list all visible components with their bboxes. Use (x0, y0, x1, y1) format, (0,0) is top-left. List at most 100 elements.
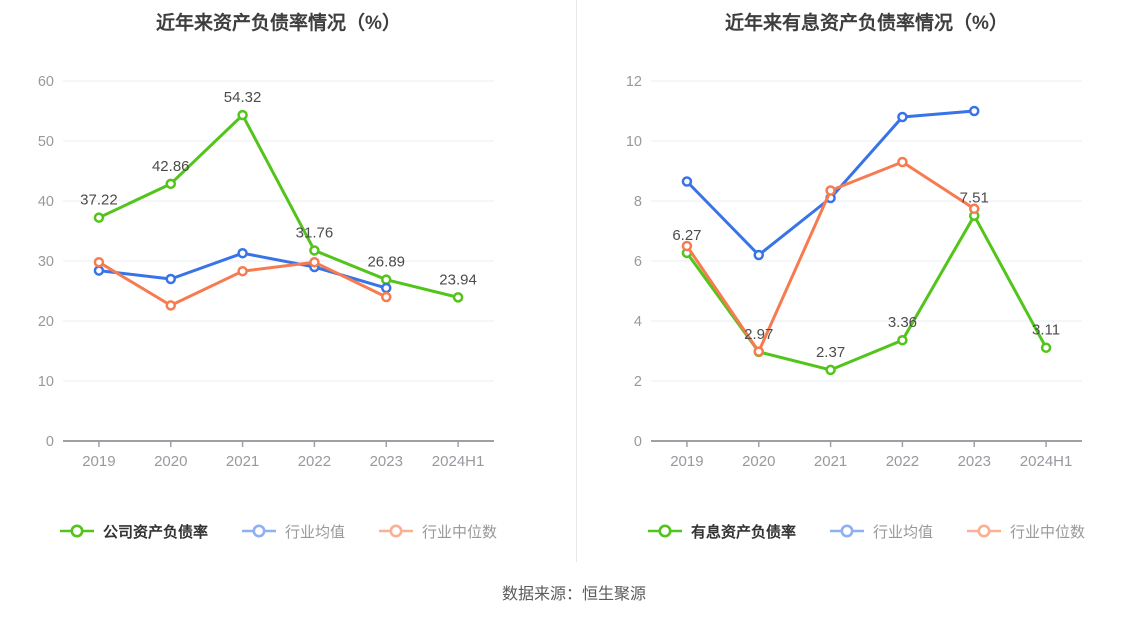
legend-right: 有息资产负债率 行业均值 行业中位数 (647, 516, 1085, 546)
data-point-marker (237, 109, 248, 121)
series-line-green (685, 214, 1048, 372)
chart-title-right: 近年来有息资产负债率情况（%） (725, 13, 1008, 34)
data-point-marker (825, 185, 836, 196)
y-tick-label: 8 (634, 194, 642, 210)
x-tick-label: 2024H1 (1020, 453, 1073, 470)
line-chart-right: 0 2 4 6 8 10 12 2019 2020 2021 2022 2023 2024H1 6.27 2… (626, 74, 1082, 470)
legend-label: 公司资产负债率 (102, 523, 208, 541)
x-tick-label: 2022 (298, 453, 331, 470)
legend-label: 有息资产负债率 (690, 523, 796, 541)
data-point-marker (165, 273, 176, 285)
y-tick-label: 10 (626, 134, 642, 150)
data-value-label: 2.37 (816, 344, 845, 361)
data-point-marker (753, 346, 764, 357)
data-value-label: 3.36 (888, 314, 917, 331)
legend-marker-icon (967, 524, 1002, 538)
legend-item-orange[interactable]: 行业中位数 (379, 521, 497, 542)
data-point-marker (825, 364, 836, 376)
data-point-marker (93, 265, 105, 276)
data-point-marker (93, 212, 105, 223)
series-line-blue (685, 109, 975, 257)
y-tick-label: 6 (634, 254, 642, 270)
data-value-label: 26.89 (367, 254, 405, 271)
data-value-label: 7.51 (960, 190, 989, 207)
line-chart-left: 0 10 20 30 40 50 60 2019 2020 2021 2022 2023 2024H1 3… (38, 74, 494, 470)
x-tick-label: 2021 (226, 453, 259, 470)
x-tick-label: 2023 (370, 453, 403, 470)
legend-marker-circle (252, 524, 266, 538)
legend-marker-icon (59, 524, 94, 538)
legend-marker-circle (840, 524, 854, 538)
data-point-marker (753, 249, 764, 261)
data-point-marker (681, 176, 693, 187)
data-point-marker (1040, 342, 1052, 353)
data-value-label: 6.27 (672, 227, 701, 244)
y-tick-label: 60 (38, 74, 54, 90)
y-tick-label: 2 (634, 374, 642, 390)
legend-left: 公司资产负债率 行业均值 行业中位数 (59, 516, 497, 546)
x-tick-label: 2019 (82, 453, 115, 470)
legend-label: 行业中位数 (422, 523, 498, 541)
y-tick-label: 12 (626, 74, 642, 90)
x-tick-label: 2024H1 (432, 453, 485, 470)
data-value-label: 3.11 (1032, 322, 1060, 339)
data-point-marker (93, 256, 105, 268)
legend-item-orange[interactable]: 行业中位数 (967, 521, 1085, 542)
data-point-marker (165, 300, 176, 311)
legend-marker-circle (977, 524, 991, 538)
data-point-marker (897, 156, 908, 168)
legend-label: 行业均值 (285, 523, 346, 541)
data-value-label: 37.22 (80, 192, 118, 209)
data-point-marker (969, 105, 980, 117)
data-point-marker (381, 282, 392, 294)
chart-panel-left: 近年来资产负债率情况（%） 0 10 20 30 40 50 60 2019 2020 2021 2… (0, 0, 576, 560)
chart-panel-right: 近年来有息资产负债率情况（%） 0 2 4 6 8 10 12 2019 2020 2021 202… (577, 0, 1148, 560)
data-value-label: 23.94 (439, 271, 477, 288)
x-tick-label: 2019 (670, 453, 703, 470)
x-tick-label: 2023 (958, 453, 991, 470)
data-value-label: 2.97 (744, 326, 773, 343)
data-point-marker (237, 265, 248, 277)
legend-marker-circle (389, 524, 403, 538)
legend-marker-circle (658, 524, 672, 538)
legend-item-blue[interactable]: 行业均值 (830, 521, 933, 542)
legend-marker-circle (70, 524, 84, 538)
legend-item-green[interactable]: 有息资产负债率 (647, 521, 796, 542)
legend-marker-icon (379, 524, 414, 538)
series-line-green (98, 113, 459, 299)
data-point-marker (165, 178, 176, 190)
legend-marker-icon (242, 524, 276, 538)
data-point-marker (381, 291, 392, 303)
legend-item-green[interactable]: 公司资产负债率 (59, 521, 208, 542)
legend-marker-icon (647, 524, 682, 538)
y-tick-label: 20 (38, 314, 54, 330)
data-point-marker (381, 274, 392, 285)
data-value-label: 54.32 (224, 89, 262, 106)
x-tick-label: 2021 (814, 453, 847, 470)
data-point-marker (969, 203, 980, 215)
chart-title-left: 近年来资产负债率情况（%） (156, 13, 401, 34)
panel-divider (576, 0, 577, 562)
y-tick-label: 50 (38, 134, 54, 150)
data-value-label: 31.76 (296, 224, 334, 241)
legend-item-blue[interactable]: 行业均值 (242, 521, 345, 542)
data-point-marker (309, 245, 320, 256)
x-tick-label: 2020 (742, 453, 775, 470)
y-tick-label: 30 (38, 254, 54, 270)
y-tick-label: 40 (38, 194, 54, 210)
x-tick-label: 2020 (154, 453, 187, 470)
y-tick-label: 0 (634, 434, 642, 450)
y-tick-label: 10 (38, 374, 54, 390)
legend-marker-icon (830, 524, 864, 538)
legend-label: 行业中位数 (1010, 523, 1086, 541)
x-tick-label: 2022 (886, 453, 919, 470)
data-point-marker (452, 292, 464, 303)
data-source-text: 数据来源：恒生聚源 (501, 586, 646, 603)
data-point-marker (897, 334, 908, 346)
legend-label: 行业均值 (873, 523, 934, 541)
y-tick-label: 4 (634, 314, 642, 330)
data-point-marker (237, 247, 248, 259)
data-point-marker (309, 256, 320, 268)
data-point-marker (897, 111, 908, 123)
